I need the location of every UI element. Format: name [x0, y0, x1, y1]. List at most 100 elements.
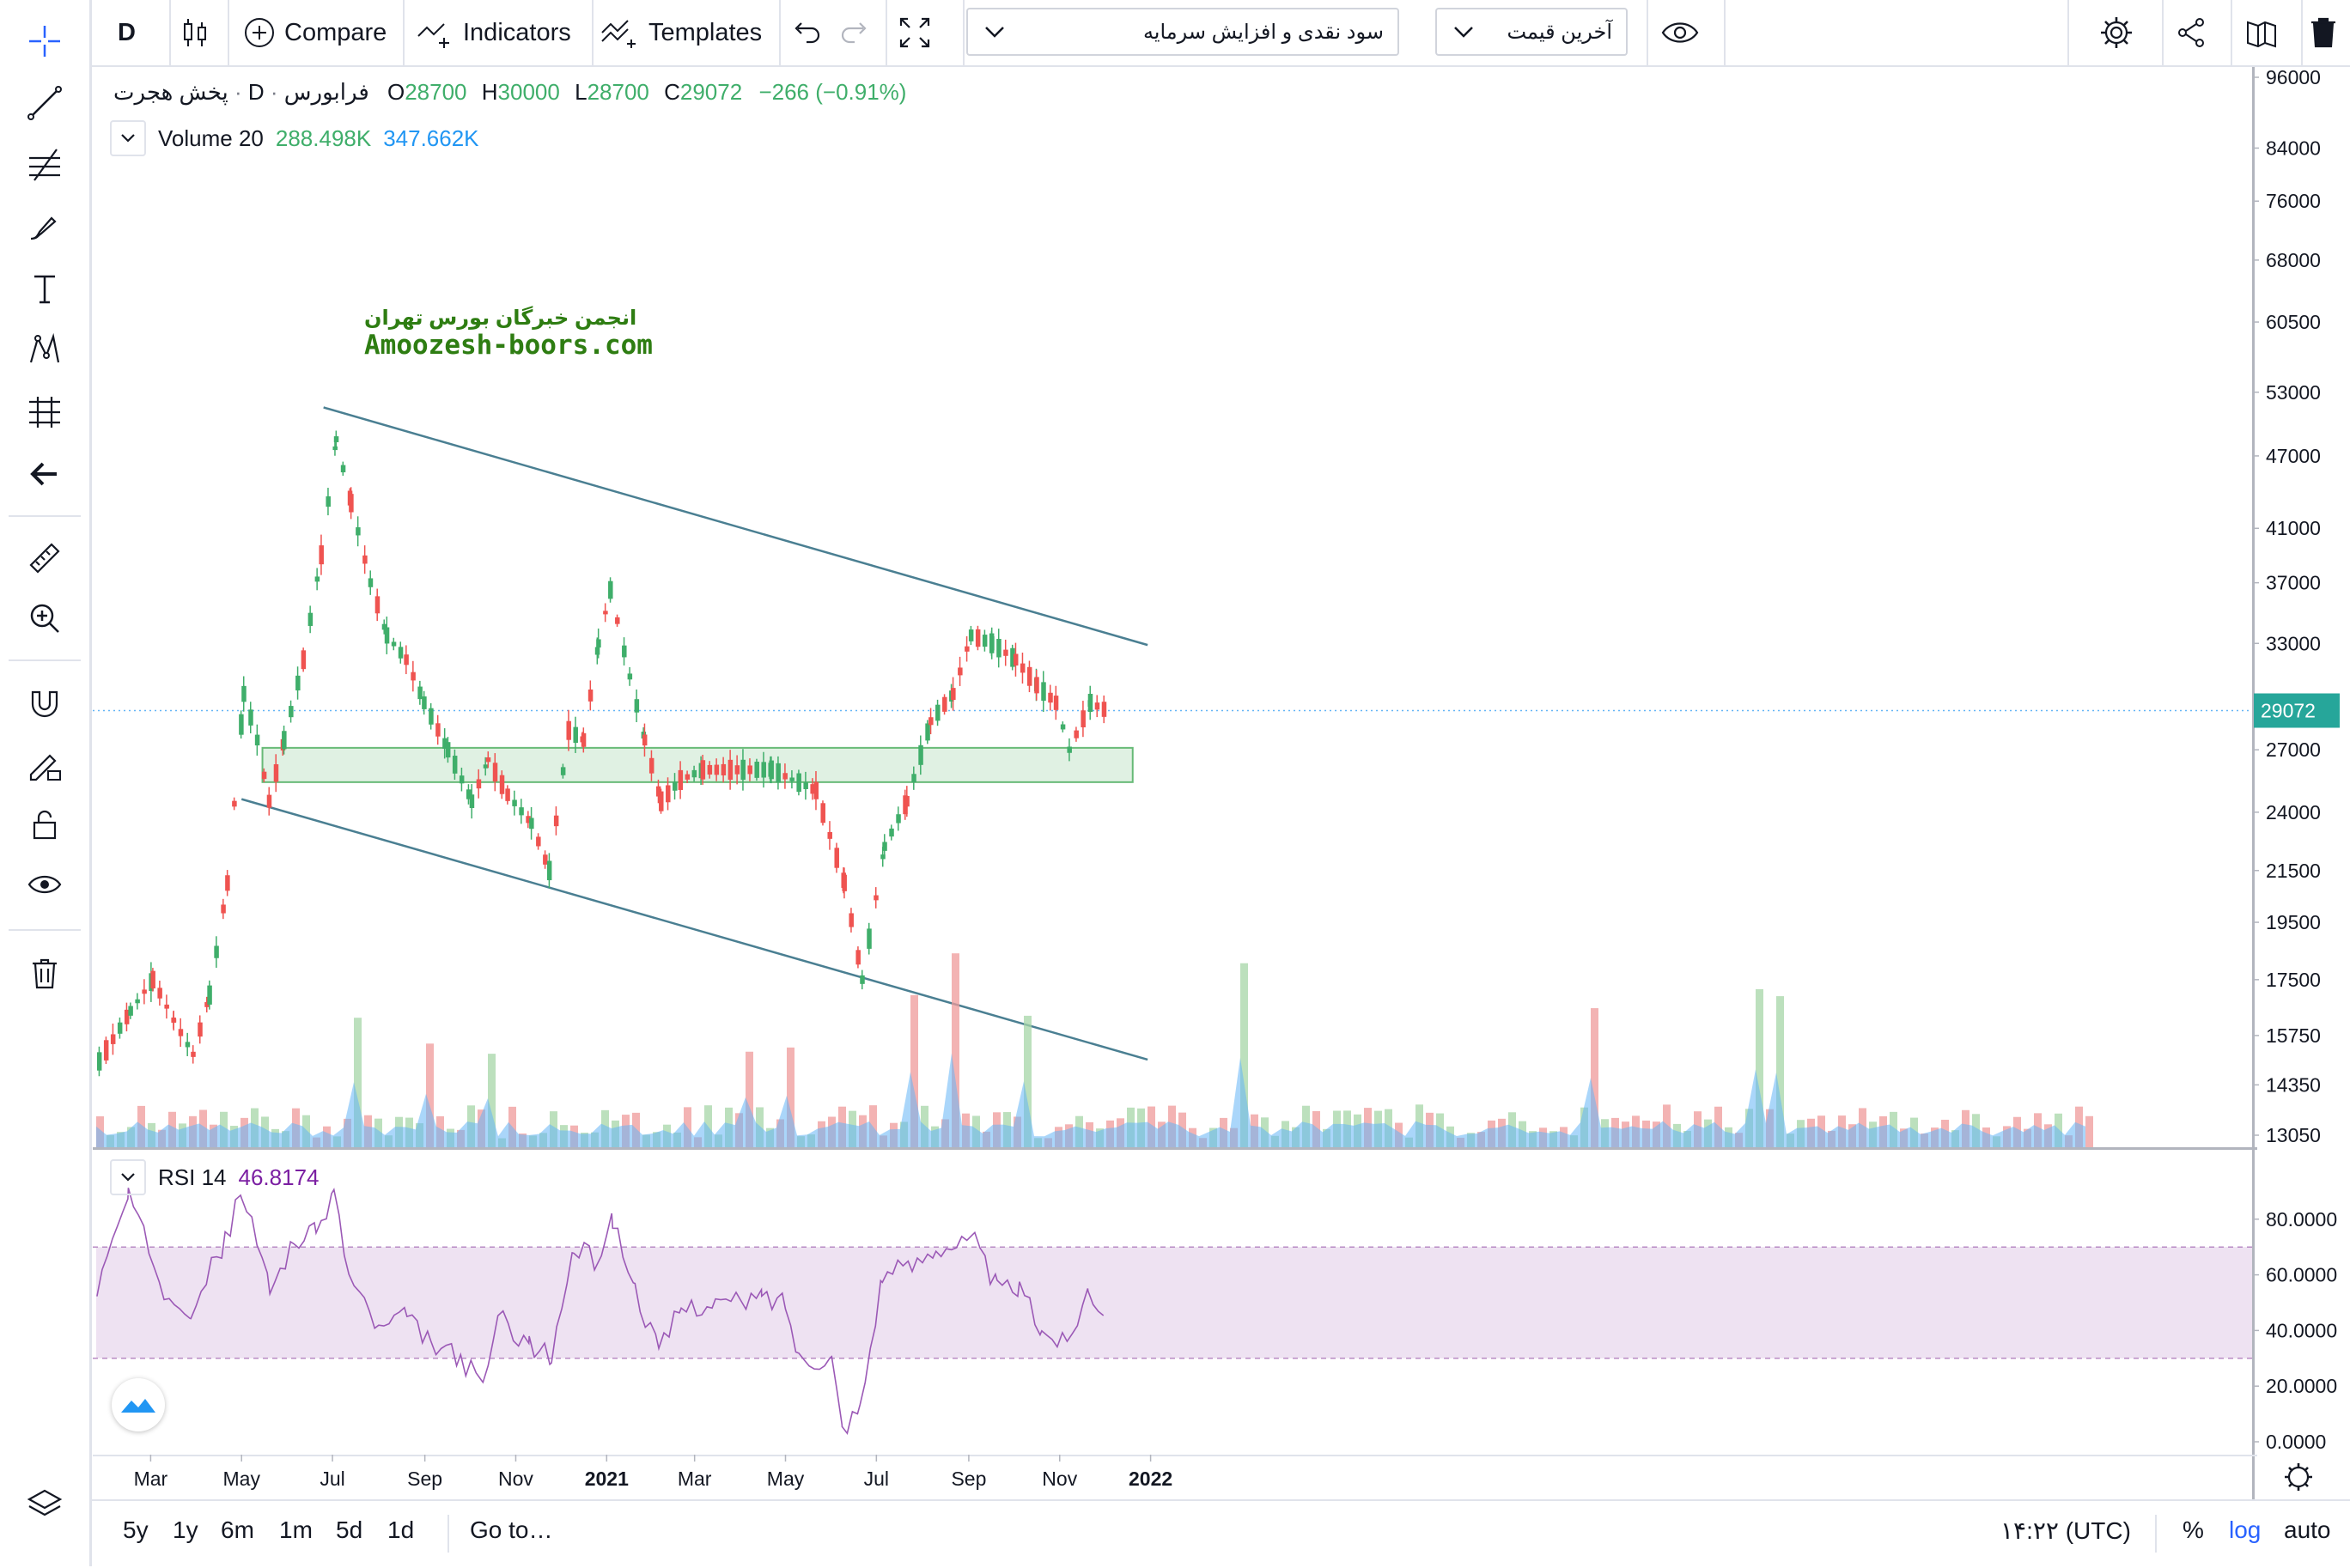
- magnet-icon[interactable]: [19, 678, 70, 730]
- candle: [560, 767, 566, 775]
- candle: [627, 673, 633, 680]
- candle: [492, 763, 498, 782]
- bottom-divider: [2155, 1515, 2157, 1553]
- candle: [171, 1018, 177, 1023]
- eye-icon[interactable]: [1660, 7, 1700, 58]
- zoom-in-icon[interactable]: [19, 593, 70, 644]
- candle: [842, 874, 847, 891]
- rsi-label[interactable]: RSI 14: [158, 1164, 227, 1190]
- share-icon[interactable]: [2174, 7, 2208, 58]
- range-5d-button[interactable]: 5d: [336, 1516, 363, 1543]
- snapshot-icon[interactable]: [2244, 7, 2279, 58]
- candle: [691, 769, 697, 778]
- chevron-down-icon: [121, 134, 135, 143]
- candles-icon[interactable]: [178, 7, 212, 58]
- auto-button[interactable]: auto: [2284, 1516, 2331, 1543]
- time-tick-label: Jul: [864, 1468, 889, 1490]
- candle: [776, 763, 781, 783]
- ohlc-open-label: O: [387, 79, 405, 105]
- volume-bar: [910, 994, 918, 1147]
- candle: [782, 773, 788, 780]
- percent-button[interactable]: %: [2183, 1516, 2204, 1543]
- left-toolbar: [0, 0, 92, 1566]
- indicators-icon: [417, 23, 449, 48]
- toolbar-divider: [886, 0, 887, 65]
- redo-icon[interactable]: [839, 7, 872, 58]
- trendline-icon[interactable]: [19, 77, 70, 129]
- candle: [958, 667, 963, 676]
- range-5y-button[interactable]: 5y: [123, 1516, 149, 1543]
- fib-icon[interactable]: [19, 139, 70, 191]
- collapse-button[interactable]: [110, 1159, 146, 1195]
- crosshair-icon[interactable]: [19, 15, 70, 67]
- candle: [803, 782, 808, 789]
- candle: [596, 639, 601, 648]
- dividends-dropdown[interactable]: سود نقدی و افزایش سرمایه: [966, 8, 1399, 56]
- candle: [273, 764, 279, 782]
- candle: [965, 646, 970, 652]
- candle: [734, 765, 740, 775]
- time-tick-label: 2021: [585, 1468, 629, 1490]
- candle: [254, 734, 260, 746]
- time-tick-label: Mar: [678, 1468, 712, 1490]
- logo-icon: [121, 1399, 155, 1413]
- gear-icon[interactable]: [2098, 7, 2134, 58]
- candle: [301, 650, 307, 670]
- lock-draw-icon[interactable]: [19, 738, 70, 790]
- dividends-dropdown-label: سود نقدی و افزایش سرمایه: [1142, 20, 1384, 44]
- fullscreen-icon[interactable]: [898, 7, 932, 58]
- candle: [925, 723, 930, 741]
- candle: [685, 774, 691, 780]
- candle: [519, 807, 524, 816]
- trash-icon[interactable]: [2308, 7, 2339, 58]
- candle: [968, 629, 974, 641]
- candle: [655, 786, 661, 797]
- ruler-icon[interactable]: [19, 532, 70, 584]
- prediction-icon[interactable]: [19, 386, 70, 438]
- layers-icon[interactable]: [19, 1479, 70, 1530]
- undo-icon[interactable]: [789, 7, 822, 58]
- compare-button[interactable]: Compare: [243, 7, 387, 58]
- price-source-dropdown[interactable]: آخرین قیمت: [1435, 8, 1628, 56]
- volume-label[interactable]: Volume 20: [158, 125, 264, 151]
- range-6m-button[interactable]: 6m: [221, 1516, 254, 1543]
- toolbar-divider: [1724, 0, 1726, 65]
- candle: [608, 580, 613, 599]
- back-arrow-icon[interactable]: [19, 448, 70, 500]
- candle: [384, 627, 390, 644]
- toolbar-divider: [2162, 0, 2164, 65]
- collapse-button[interactable]: [110, 120, 146, 156]
- candle: [714, 764, 720, 775]
- price-tick-label: 37000: [2266, 572, 2321, 594]
- trash-icon[interactable]: [19, 948, 70, 1000]
- range-1y-button[interactable]: 1y: [173, 1516, 198, 1543]
- axis-settings-icon[interactable]: [2285, 1463, 2312, 1491]
- goto-button[interactable]: Go to…: [470, 1516, 553, 1543]
- templates-button[interactable]: Templates: [600, 7, 762, 58]
- lock-icon[interactable]: [19, 799, 70, 850]
- candle: [721, 763, 727, 775]
- candle: [707, 764, 713, 775]
- candle: [896, 814, 901, 824]
- candle: [332, 446, 338, 451]
- range-1d-button[interactable]: 1d: [387, 1516, 415, 1543]
- candle: [374, 596, 381, 614]
- time-axis-border: [93, 1455, 2257, 1456]
- brush-icon[interactable]: [19, 201, 70, 252]
- text-icon[interactable]: [19, 263, 70, 314]
- log-button[interactable]: log: [2229, 1516, 2262, 1543]
- tradingview-logo[interactable]: [112, 1378, 165, 1431]
- indicators-button[interactable]: Indicators: [417, 7, 571, 58]
- symbol-name[interactable]: پخش هجرت: [113, 79, 228, 105]
- range-1m-button[interactable]: 1m: [279, 1516, 313, 1543]
- candle: [124, 1009, 130, 1024]
- interval-button[interactable]: D: [118, 7, 136, 58]
- volume-bar: [1776, 996, 1784, 1147]
- candle: [882, 842, 887, 851]
- eye-icon[interactable]: [19, 859, 70, 910]
- toolbar-divider: [9, 515, 81, 517]
- rsi-legend: RSI 14 46.8174: [110, 1159, 319, 1195]
- pattern-icon[interactable]: [19, 325, 70, 376]
- timezone-button[interactable]: ۱۴:۲۲ (UTC): [2000, 1517, 2131, 1544]
